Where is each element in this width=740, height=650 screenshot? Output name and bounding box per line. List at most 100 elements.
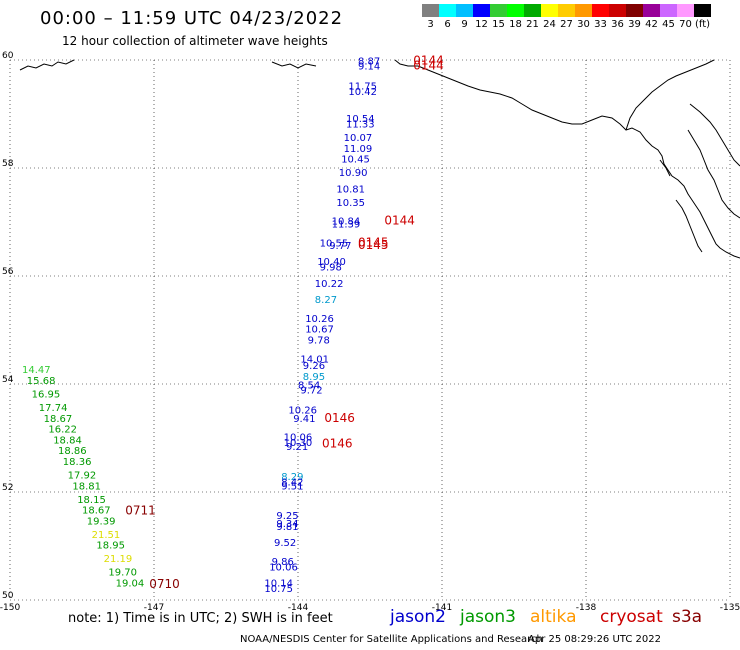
legend-label: 39	[628, 19, 641, 30]
footer-credits: NOAA/NESDIS Center for Satellite Applica…	[240, 634, 543, 645]
pass-time-label: 0146	[322, 437, 353, 451]
wave-height-label: 8.95	[303, 372, 325, 383]
legend-label: 36	[611, 19, 624, 30]
wave-height-label: 10.07	[344, 133, 373, 144]
wave-height-label: 10.06	[269, 562, 298, 573]
legend-swatch	[473, 4, 490, 17]
pass-time-label: 0710	[149, 577, 180, 591]
wave-height-label: 8.54	[298, 380, 320, 391]
wave-height-label: 11.39	[332, 219, 361, 230]
wave-height-label: 9.78	[308, 336, 330, 347]
legend-swatch	[422, 4, 439, 17]
satellite-name: cryosat	[600, 607, 663, 627]
legend-label: 33	[594, 19, 607, 30]
legend-swatch	[643, 4, 660, 17]
wave-height-label: 9.77	[329, 241, 351, 252]
legend-label: 45	[662, 19, 675, 30]
legend-swatch	[575, 4, 592, 17]
wave-height-label: 18.84	[53, 435, 82, 446]
legend-label: 12	[475, 19, 488, 30]
legend-swatch	[439, 4, 456, 17]
wave-height-label: 9.26	[303, 361, 325, 372]
coastline-alaska-inner	[625, 59, 740, 253]
wave-height-label: 17.92	[68, 471, 97, 482]
wave-height-label: 8.29	[281, 472, 303, 483]
footer-timestamp: Apr 25 08:29:26 UTC 2022	[528, 634, 661, 645]
wave-height-label: 18.86	[58, 446, 87, 457]
legend-label: 42	[645, 19, 658, 30]
wave-height-label: 19.70	[108, 568, 137, 579]
legend-label: 3	[427, 19, 434, 30]
wave-height-label: 18.67	[82, 506, 111, 517]
lat-tick-label: 50	[2, 591, 14, 601]
lat-tick-label: 60	[2, 51, 14, 61]
wave-height-label: 11.75	[348, 82, 377, 93]
legend-swatch	[677, 4, 694, 17]
color-legend: 3 6 9 12 15 18 21 24 27 30 33 36 39 42 45 70 (ft)	[422, 4, 711, 30]
pass-time-label: 0144	[413, 59, 444, 73]
wave-height-label: 9.41	[293, 414, 315, 425]
wave-height-label: 8.42	[281, 478, 303, 489]
wave-height-label: 10.26	[305, 314, 334, 325]
legend-swatch	[660, 4, 677, 17]
wave-height-label: 9.98	[320, 263, 342, 274]
legend-label: 27	[560, 19, 573, 30]
pass-time-label: 0146	[324, 411, 355, 425]
legend-label: 24	[543, 19, 556, 30]
wave-height-label: 10.90	[339, 168, 368, 179]
wave-height-label: 10.55	[320, 238, 349, 249]
wave-height-label: 9.81	[276, 522, 298, 533]
wave-height-label: 10.45	[341, 155, 370, 166]
lat-tick-label: 56	[2, 267, 14, 277]
lon-tick-label: -138	[576, 603, 597, 613]
wave-height-label: 10.14	[264, 579, 293, 590]
pass-time-label: 0145	[358, 235, 389, 249]
wave-height-label: 16.22	[48, 425, 77, 436]
legend-swatch	[558, 4, 575, 17]
wave-height-label: 18.15	[77, 495, 106, 506]
wave-height-label: 14.47	[22, 365, 51, 376]
wave-height-label: 10.35	[336, 198, 365, 209]
wave-height-observations: 8.879.1411.7510.4210.5411.3310.0711.0910…	[22, 56, 380, 595]
page-title: 00:00 – 11:59 UTC 04/23/2022	[40, 8, 344, 29]
satellite-name: s3a	[672, 607, 703, 627]
wave-height-label: 8.27	[315, 295, 337, 306]
wave-height-label: 11.09	[344, 144, 373, 155]
legend-label: 70	[679, 19, 692, 30]
wave-height-label: 18.67	[44, 414, 73, 425]
lon-tick-label: -135	[720, 603, 740, 613]
lon-tick-label: -141	[432, 603, 452, 613]
wave-height-label: 10.81	[336, 184, 365, 195]
wave-height-label: 15.68	[27, 376, 56, 387]
wave-height-label: 10.67	[305, 325, 334, 336]
wave-height-label: 18.81	[72, 481, 101, 492]
wave-height-label: 10.26	[288, 406, 317, 417]
lon-tick-label: -150	[0, 603, 20, 613]
footer-note: note: 1) Time is in UTC; 2) SWH is in fe…	[68, 611, 333, 626]
map-grid: -150 -147 -144 -141 -138 -135 60 58 56 54 52 50	[0, 51, 740, 613]
legend-label: (ft)	[694, 19, 711, 30]
wave-height-label: 21.19	[104, 554, 133, 565]
wave-height-label: 9.14	[358, 62, 380, 73]
wave-height-label: 10.54	[346, 114, 375, 125]
satellite-name: altika	[530, 607, 577, 627]
wave-height-label: 10.30	[284, 438, 313, 449]
pass-time-label: 0711	[125, 504, 156, 518]
pass-time-label: 0144	[413, 53, 444, 67]
legend-swatch	[456, 4, 473, 17]
wave-height-label: 9.72	[300, 386, 322, 397]
wave-height-label: 19.04	[116, 579, 145, 590]
legend-label: 9	[461, 19, 468, 30]
legend-swatch	[609, 4, 626, 17]
wave-height-label: 10.84	[332, 217, 361, 228]
wave-height-label: 18.36	[63, 457, 92, 468]
wave-height-label: 9.34	[276, 519, 298, 530]
wave-height-label: 8.87	[358, 56, 380, 67]
legend-label: 21	[526, 19, 539, 30]
wave-height-label: 9.21	[286, 442, 308, 453]
legend-swatches	[422, 4, 711, 17]
coastline-alaska	[394, 59, 740, 259]
wave-height-label: 14.01	[300, 354, 329, 365]
legend-swatch	[592, 4, 609, 17]
